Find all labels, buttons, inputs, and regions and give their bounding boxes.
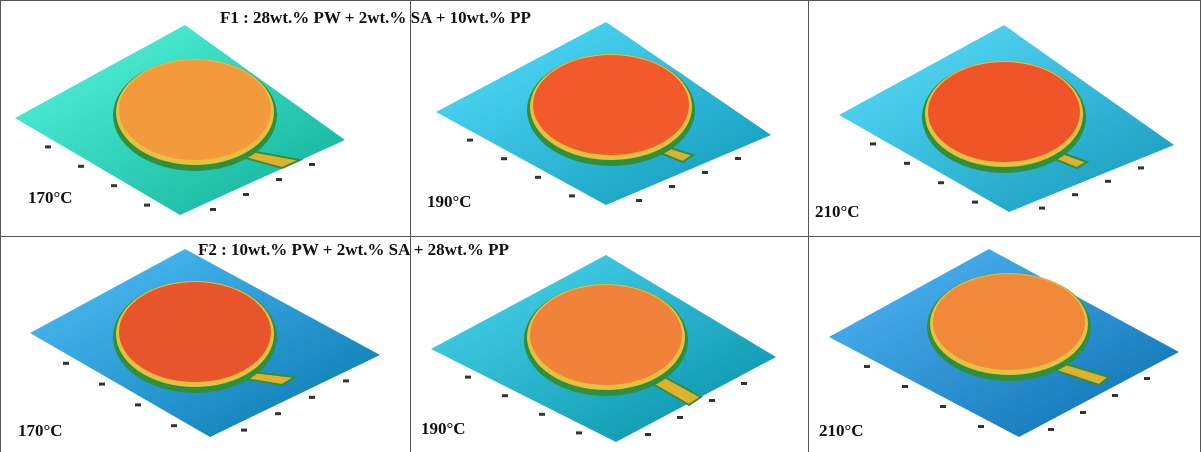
axis-tick [1138,166,1144,170]
axis-tick [99,382,105,386]
disk-surface [530,285,682,385]
panel-f2-190: 190°C [411,237,808,452]
axis-tick [902,385,908,388]
axis-tick [467,138,473,142]
axis-tick [241,428,247,432]
disk-surface [928,62,1080,162]
surface-plot [829,249,1179,437]
surface-plot [436,22,771,205]
axis-tick [569,194,575,198]
disk-surface [933,274,1085,370]
axis-tick [645,433,651,436]
axis-tick [535,175,541,179]
temperature-label: 210°C [819,421,864,440]
row-title-f1: F1 : 28wt.% PW + 2wt.% SA + 10wt.% PP [220,8,531,27]
axis-tick [702,171,708,174]
axis-tick [171,424,177,428]
axis-tick [275,412,281,416]
axis-tick [343,379,349,383]
axis-tick [741,382,747,385]
axis-tick [1039,206,1045,210]
axis-tick [669,185,675,188]
panel-f1-170: 170°C [0,0,410,236]
axis-tick [636,199,642,202]
axis-tick [677,416,683,419]
axis-tick [904,161,910,165]
axis-tick [709,399,715,402]
divider [0,236,1201,237]
axis-tick [276,178,282,181]
axis-tick [309,163,315,166]
axis-tick [111,184,117,188]
axis-tick [135,403,141,407]
axis-tick [45,145,51,149]
axis-tick [1048,428,1054,431]
divider [0,0,1,452]
axis-tick [870,142,876,146]
axis-tick [1105,179,1111,183]
surface-plot [839,25,1174,212]
panel-f2-210: 210°C [809,237,1201,452]
axis-tick [972,200,978,204]
divider [410,0,411,452]
axis-tick [938,181,944,185]
temperature-label: 170°C [28,188,73,207]
axis-tick [465,375,471,379]
temperature-label: 170°C [18,421,63,440]
row-title-f2: F2 : 10wt.% PW + 2wt.% SA + 28wt.% PP [198,240,509,259]
axis-tick [1112,394,1118,397]
surface-plot [15,25,345,215]
axis-tick [539,412,545,416]
temperature-label: 210°C [815,202,860,221]
axis-tick [78,164,84,168]
axis-tick [210,208,216,211]
axis-tick [1072,193,1078,197]
divider [808,0,809,452]
axis-tick [63,361,69,365]
panel-f1-190: 190°C [411,0,808,236]
axis-tick [864,365,870,368]
panel-f2-170: 170°C [0,237,410,452]
axis-tick [1144,377,1150,380]
axis-tick [502,394,508,398]
axis-tick [1080,411,1086,414]
axis-tick [576,431,582,435]
axis-tick [735,157,741,160]
axis-tick [940,405,946,408]
axis-tick [978,425,984,428]
axis-tick [243,193,249,196]
axis-tick [309,395,315,399]
temperature-label: 190°C [427,192,472,211]
temperature-label: 190°C [421,419,466,438]
disk-surface [533,55,689,155]
surface-plot [431,255,776,442]
axis-tick [144,203,150,207]
disk-surface [119,60,271,160]
surface-plot [30,249,380,437]
disk-surface [119,282,271,382]
axis-tick [501,157,507,161]
panel-f1-210: 210°C [809,0,1201,236]
divider [0,0,1201,1]
